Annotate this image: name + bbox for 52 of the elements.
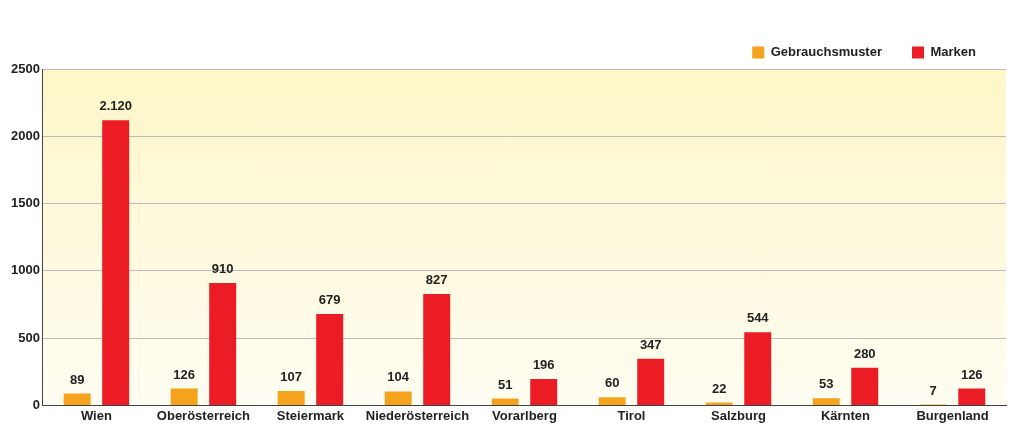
bar [530, 379, 558, 405]
bar [209, 282, 237, 405]
bar [744, 332, 772, 405]
bar [384, 391, 412, 405]
data-label: 126 [173, 366, 196, 382]
y-tick-label: 2000 [11, 127, 40, 143]
legend-label: Marken [930, 44, 977, 60]
data-label: 7 [929, 382, 937, 398]
data-label: 89 [69, 371, 85, 387]
data-label: 60 [604, 375, 620, 391]
data-label: 910 [211, 261, 234, 277]
bar [705, 402, 733, 405]
bar [851, 367, 879, 405]
y-tick-label: 1000 [11, 262, 40, 278]
data-label: 827 [425, 272, 448, 288]
data-label: 53 [818, 376, 834, 392]
x-tick-label: Wien [80, 407, 112, 423]
bar [102, 120, 130, 405]
data-label: 104 [387, 369, 410, 385]
bar [637, 358, 665, 405]
bar [423, 294, 451, 405]
bar [812, 398, 840, 405]
y-tick-label: 0 [32, 396, 40, 412]
x-tick-label: Kärnten [820, 407, 871, 423]
bar [598, 397, 626, 405]
bar [63, 393, 91, 405]
bar [277, 391, 305, 405]
bar [170, 388, 198, 405]
x-tick-label: Niederösterreich [365, 407, 470, 423]
data-label: 126 [960, 366, 983, 382]
legend-label: Gebrauchsmuster [770, 44, 882, 60]
x-tick-label: Oberösterreich [156, 407, 251, 423]
bar [958, 388, 986, 405]
data-label: 679 [318, 292, 341, 308]
bar [316, 314, 344, 405]
data-label: 22 [711, 380, 727, 396]
x-tick-label: Salzburg [711, 407, 766, 423]
data-label: 280 [853, 345, 876, 361]
data-label: 544 [746, 310, 770, 326]
data-label: 107 [280, 369, 303, 385]
data-label: 2.120 [99, 98, 132, 114]
y-tick-label: 1500 [11, 195, 40, 211]
data-label: 196 [532, 357, 555, 373]
x-tick-label: Vorarlberg [492, 407, 557, 423]
y-tick-label: 500 [18, 329, 40, 345]
data-label: 51 [497, 376, 513, 392]
bar [491, 398, 519, 405]
x-tick-label: Steiermark [276, 407, 345, 423]
x-tick-label: Tirol [617, 407, 646, 423]
data-label: 347 [639, 336, 662, 352]
y-tick-label: 2500 [11, 60, 40, 76]
x-tick-label: Burgenland [916, 407, 989, 423]
